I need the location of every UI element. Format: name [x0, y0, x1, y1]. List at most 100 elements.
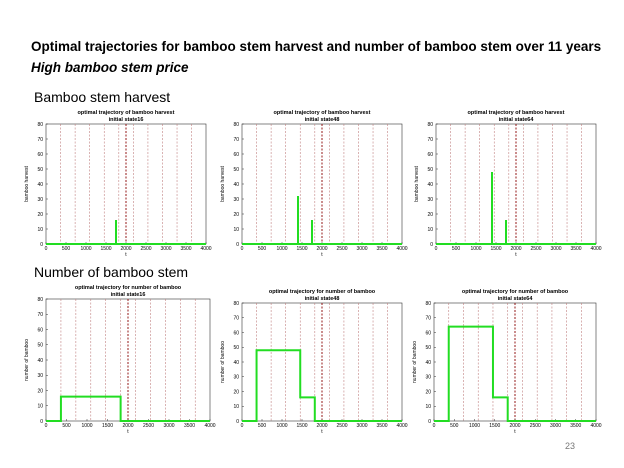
y-tick-label: 10	[233, 227, 239, 233]
y-tick-label: 40	[425, 360, 431, 366]
y-tick-label: 40	[427, 182, 433, 188]
x-tick-label: 2500	[143, 423, 154, 429]
x-tick-label: 1500	[296, 246, 307, 252]
x-tick-label: 4000	[396, 246, 407, 252]
chart-subtitle: initial state48	[305, 296, 340, 302]
y-tick-label: 0	[236, 419, 239, 425]
x-tick-label: 3500	[570, 246, 581, 252]
x-tick-label: 0	[435, 246, 438, 252]
x-tick-label: 1000	[276, 246, 287, 252]
y-tick-label: 60	[37, 327, 43, 333]
chart-title: optimal trajectory of bamboo harvest	[274, 110, 371, 116]
y-tick-label: 30	[427, 197, 433, 203]
series-line-number	[242, 349, 402, 422]
x-tick-label: 3000	[550, 423, 561, 429]
x-tick-label: 3500	[180, 246, 191, 252]
x-axis-label: t	[321, 429, 323, 435]
chart-subtitle: initial state16	[109, 117, 144, 123]
y-tick-label: 40	[233, 182, 239, 188]
y-tick-label: 60	[425, 330, 431, 336]
y-tick-label: 80	[233, 301, 239, 307]
y-tick-label: 80	[427, 122, 433, 128]
y-tick-label: 80	[37, 297, 43, 303]
y-tick-label: 30	[233, 375, 239, 381]
y-tick-label: 60	[233, 330, 239, 336]
y-tick-label: 50	[425, 345, 431, 351]
x-tick-label: 500	[258, 423, 267, 429]
x-tick-label: 500	[258, 246, 267, 252]
series-line-harvest	[242, 196, 402, 245]
chart-title: optimal trajectory of bamboo harvest	[468, 110, 565, 116]
x-tick-label: 0	[241, 423, 244, 429]
y-tick-label: 30	[37, 373, 43, 379]
y-tick-label: 20	[37, 212, 43, 218]
x-tick-label: 2000	[122, 423, 133, 429]
x-tick-label: 2500	[336, 423, 347, 429]
x-tick-label: 3500	[376, 423, 387, 429]
x-tick-label: 1000	[80, 246, 91, 252]
x-tick-label: 1500	[490, 246, 501, 252]
x-axis-label: t	[514, 429, 516, 435]
y-tick-label: 20	[37, 388, 43, 394]
y-tick-label: 0	[428, 419, 431, 425]
y-tick-label: 20	[233, 389, 239, 395]
x-tick-label: 1500	[296, 423, 307, 429]
page-number: 23	[565, 441, 576, 451]
y-tick-label: 50	[427, 167, 433, 173]
y-tick-label: 10	[425, 404, 431, 410]
series-line-harvest	[46, 220, 206, 245]
x-tick-label: 1500	[102, 423, 113, 429]
y-axis-label: bamboo harvest	[24, 165, 30, 201]
x-tick-label: 500	[452, 246, 461, 252]
x-tick-label: 500	[62, 246, 71, 252]
y-tick-label: 50	[233, 167, 239, 173]
y-tick-label: 70	[37, 312, 43, 318]
x-tick-label: 4000	[590, 423, 601, 429]
y-tick-label: 70	[427, 137, 433, 143]
y-tick-label: 40	[233, 360, 239, 366]
y-tick-label: 0	[430, 242, 433, 248]
y-tick-label: 80	[425, 301, 431, 307]
x-tick-label: 2000	[316, 423, 327, 429]
section-heading-harvest: Bamboo stem harvest	[34, 89, 171, 105]
chart-subtitle: initial state16	[111, 292, 146, 298]
y-tick-label: 70	[425, 316, 431, 322]
x-tick-label: 1000	[81, 423, 92, 429]
y-tick-label: 50	[37, 343, 43, 349]
chart-number-state64: optimal trajectory for number of bambooi…	[412, 289, 602, 435]
y-tick-label: 0	[40, 242, 43, 248]
x-tick-label: 2500	[336, 246, 347, 252]
y-tick-label: 70	[233, 137, 239, 143]
chart-number-state16: optimal trajectory for number of bambooi…	[24, 285, 216, 435]
y-tick-label: 20	[233, 212, 239, 218]
chart-subtitle: initial state48	[305, 117, 340, 123]
x-tick-label: 3000	[356, 246, 367, 252]
x-tick-label: 2000	[316, 246, 327, 252]
y-tick-label: 20	[425, 389, 431, 395]
chart-harvest-state64: optimal trajectory of bamboo harvestinit…	[414, 110, 602, 258]
x-tick-label: 1000	[470, 246, 481, 252]
slide-title: Optimal trajectories for bamboo stem har…	[31, 39, 602, 54]
x-tick-label: 3000	[163, 423, 174, 429]
x-axis-label: t	[127, 429, 129, 435]
y-tick-label: 80	[233, 122, 239, 128]
y-tick-label: 60	[37, 152, 43, 158]
x-tick-label: 3500	[184, 423, 195, 429]
x-tick-label: 500	[450, 423, 459, 429]
y-tick-label: 80	[37, 122, 43, 128]
y-tick-label: 60	[427, 152, 433, 158]
x-tick-label: 3500	[570, 423, 581, 429]
x-tick-label: 4000	[590, 246, 601, 252]
x-tick-label: 4000	[200, 246, 211, 252]
y-tick-label: 70	[233, 316, 239, 322]
chart-harvest-state48: optimal trajectory of bamboo harvestinit…	[220, 110, 408, 258]
y-tick-label: 30	[233, 197, 239, 203]
chart-subtitle: initial state64	[498, 296, 534, 302]
x-tick-label: 0	[433, 423, 436, 429]
x-axis-label: t	[515, 252, 517, 258]
y-tick-label: 30	[37, 197, 43, 203]
y-tick-label: 20	[427, 212, 433, 218]
y-axis-label: bamboo harvest	[414, 165, 420, 201]
y-tick-label: 40	[37, 358, 43, 364]
x-tick-label: 2000	[509, 423, 520, 429]
